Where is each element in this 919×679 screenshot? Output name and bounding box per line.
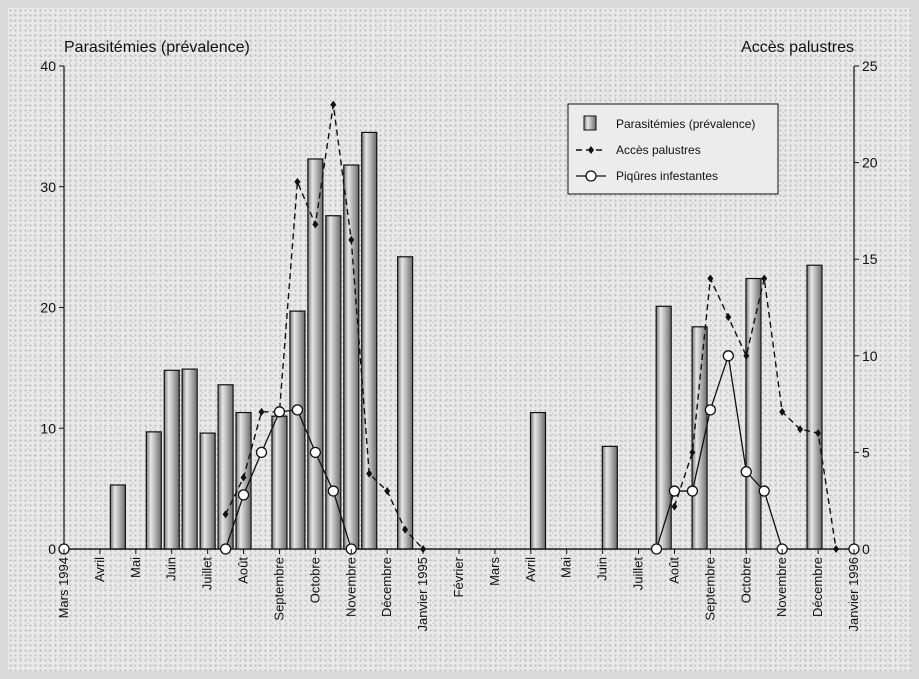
month-label: Avril bbox=[92, 557, 107, 582]
acces-palustres-point bbox=[312, 220, 319, 229]
month-label: Janvier 1996 bbox=[846, 557, 861, 631]
acces-palustres-point bbox=[689, 448, 696, 457]
acces-palustres-point bbox=[743, 351, 750, 360]
legend-bar-swatch bbox=[583, 115, 597, 131]
legend-diamond-marker bbox=[588, 146, 594, 154]
piqures-infestantes-point bbox=[686, 485, 699, 497]
legend-label: Parasitémies (prévalence) bbox=[616, 117, 755, 131]
month-label: Juillet bbox=[200, 557, 215, 591]
parasitemia-bar bbox=[361, 131, 378, 550]
parasitemia-bar bbox=[271, 415, 288, 550]
parasitemia-bar bbox=[145, 431, 162, 550]
right-tick-label: 5 bbox=[862, 444, 870, 460]
acces-palustres-point bbox=[797, 425, 804, 434]
left-tick-label: 30 bbox=[40, 179, 56, 195]
piqures-infestantes-point bbox=[722, 350, 734, 362]
parasitemia-bar bbox=[343, 164, 360, 550]
acces-palustres-point bbox=[258, 407, 265, 416]
right-tick-label: 25 bbox=[862, 58, 878, 74]
acces-palustres-point bbox=[366, 469, 373, 478]
month-label: Novembre bbox=[343, 557, 358, 617]
right-tick-label: 10 bbox=[862, 348, 878, 364]
month-label: Juillet bbox=[631, 557, 646, 591]
piqures-infestantes-point bbox=[740, 466, 752, 478]
left-tick-label: 0 bbox=[48, 541, 56, 557]
acces-palustres-point bbox=[294, 177, 301, 186]
parasitemia-bar bbox=[109, 484, 126, 550]
left-tick-label: 40 bbox=[40, 58, 56, 74]
month-label: Mai bbox=[559, 557, 574, 578]
piqures-infestantes-point bbox=[668, 485, 681, 497]
parasitemia-bar bbox=[325, 215, 342, 550]
legend-circle-marker bbox=[585, 170, 597, 182]
parasitemia-bar bbox=[655, 305, 672, 550]
parasitemia-bar bbox=[745, 277, 762, 550]
month-label: Août bbox=[666, 557, 681, 584]
month-label: Septembre bbox=[702, 557, 717, 621]
right-tick-label: 0 bbox=[862, 541, 870, 557]
parasitemia-bar bbox=[601, 445, 618, 550]
month-label: Décembre bbox=[810, 557, 825, 617]
parasitemia-bar bbox=[307, 158, 324, 550]
legend-box bbox=[567, 103, 779, 195]
legend-label: Accès palustres bbox=[616, 143, 701, 157]
parasitemia-bar bbox=[217, 384, 234, 550]
acces-palustres-point bbox=[725, 313, 732, 322]
piqures-infestantes-point bbox=[758, 485, 770, 497]
piqures-infestantes-point bbox=[704, 404, 717, 416]
acces-palustres-point bbox=[815, 429, 822, 438]
acces-palustres-point bbox=[240, 473, 247, 482]
month-label: Août bbox=[236, 557, 251, 584]
acces-palustres-line bbox=[224, 104, 424, 550]
acces-palustres-point bbox=[402, 525, 409, 534]
parasitemia-bar bbox=[199, 432, 216, 550]
acces-palustres-point bbox=[222, 510, 229, 519]
piqures-infestantes-point bbox=[650, 543, 663, 555]
parasitemia-bar bbox=[181, 368, 198, 550]
parasitemia-bar bbox=[806, 264, 823, 550]
acces-palustres-line bbox=[673, 275, 837, 550]
acces-palustres-point bbox=[384, 487, 391, 496]
right-tick-label: 20 bbox=[862, 155, 878, 171]
piqures-infestantes-point bbox=[219, 543, 232, 555]
acces-palustres-point bbox=[761, 274, 768, 283]
piqures-infestantes-point bbox=[273, 406, 286, 418]
parasitemia-bar bbox=[529, 411, 547, 550]
acces-palustres-point bbox=[330, 100, 337, 109]
month-label: Mars 1994 bbox=[56, 557, 71, 618]
acces-palustres-point bbox=[779, 407, 786, 416]
left-tick-label: 10 bbox=[40, 420, 56, 436]
piqures-infestantes-point bbox=[237, 489, 250, 501]
month-label: Juin bbox=[164, 557, 179, 581]
parasitemia-bar bbox=[289, 310, 306, 550]
parasitemia-bar bbox=[163, 369, 180, 550]
left-axis-title: Parasitémies (prévalence) bbox=[64, 39, 250, 56]
month-label: Octobre bbox=[307, 557, 322, 603]
month-label: Mars bbox=[487, 557, 502, 586]
legend-label: Piqûres infestantes bbox=[616, 169, 718, 183]
right-axis-title: Accès palustres bbox=[741, 39, 854, 56]
month-label: Septembre bbox=[271, 557, 286, 621]
month-label: Décembre bbox=[379, 557, 394, 617]
piqures-infestantes-point bbox=[309, 446, 322, 459]
month-label: Juin bbox=[595, 557, 610, 581]
acces-palustres-point bbox=[348, 235, 355, 244]
acces-palustres-point bbox=[707, 274, 714, 283]
parasitemia-bar bbox=[397, 256, 414, 550]
right-tick-label: 15 bbox=[862, 251, 878, 267]
month-label: Janvier 1995 bbox=[415, 557, 430, 631]
month-label: Octobre bbox=[738, 557, 753, 603]
piqures-infestantes-point bbox=[291, 404, 304, 416]
month-label: Février bbox=[451, 556, 466, 597]
acces-palustres-point bbox=[671, 502, 678, 511]
piqures-infestantes-point bbox=[255, 446, 268, 459]
left-tick-label: 20 bbox=[40, 300, 56, 316]
month-label: Avril bbox=[523, 557, 538, 582]
month-label: Mai bbox=[128, 557, 143, 578]
piqures-infestantes-point bbox=[327, 485, 339, 497]
month-label: Novembre bbox=[774, 557, 789, 617]
